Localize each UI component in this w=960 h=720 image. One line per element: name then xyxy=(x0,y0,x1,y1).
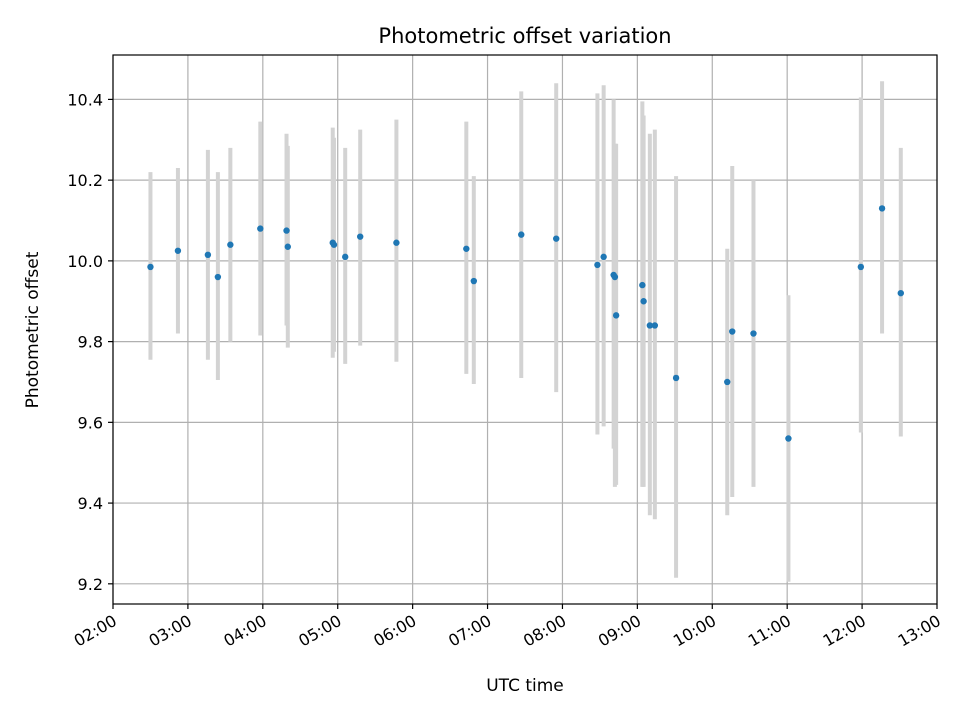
data-point xyxy=(612,312,620,319)
data-point xyxy=(518,231,525,238)
data-point xyxy=(750,330,757,337)
y-tick-label: 9.6 xyxy=(78,413,103,432)
data-point xyxy=(330,241,338,248)
x-tick-label: 06:00 xyxy=(370,611,419,651)
data-point xyxy=(724,378,731,386)
x-axis-label: UTC time xyxy=(486,676,564,696)
x-tick-label: 07:00 xyxy=(445,611,494,651)
x-axis: 02:00 03:00 04:00 05:00 06:00 07:00 08:00 09:00… xyxy=(71,604,944,651)
x-tick-label: 03:00 xyxy=(145,611,194,651)
data-point xyxy=(640,298,647,305)
data-point xyxy=(257,225,264,232)
x-tick-label: 04:00 xyxy=(220,611,269,651)
data-point xyxy=(594,261,601,269)
data-point xyxy=(214,273,222,281)
y-tick-label: 10.4 xyxy=(67,90,103,109)
y-axis: 9.2 9.4 9.6 9.8 10.0 10.2 10.4 xyxy=(67,90,113,594)
y-tick-label: 9.2 xyxy=(78,575,103,594)
data-point xyxy=(729,328,736,335)
data-point xyxy=(651,322,659,329)
data-point xyxy=(611,273,619,281)
data-point xyxy=(393,239,400,246)
data-point xyxy=(857,263,865,271)
x-tick-label: 08:00 xyxy=(520,611,569,651)
data-point xyxy=(878,205,886,212)
chart-title: Photometric offset variation xyxy=(378,24,671,48)
data-point xyxy=(646,322,654,329)
x-tick-label: 12:00 xyxy=(820,611,869,651)
y-tick-label: 10.2 xyxy=(67,171,103,190)
data-point xyxy=(204,251,212,259)
data-point xyxy=(284,243,291,250)
data-point xyxy=(600,253,607,261)
data-point xyxy=(785,435,792,442)
data-point xyxy=(897,289,904,297)
y-tick-label: 9.4 xyxy=(78,494,103,513)
data-point xyxy=(174,247,182,254)
x-tick-label: 10:00 xyxy=(670,611,719,651)
data-point xyxy=(283,227,290,234)
data-point xyxy=(639,281,646,289)
grid-lines xyxy=(112,55,938,604)
x-tick-label: 09:00 xyxy=(595,611,644,651)
x-tick-label: 11:00 xyxy=(745,611,794,651)
x-tick-label: 05:00 xyxy=(295,611,344,651)
data-point xyxy=(553,235,560,242)
data-point xyxy=(463,245,470,252)
x-tick-label: 02:00 xyxy=(71,611,120,651)
data-point xyxy=(672,374,680,382)
y-tick-label: 10.0 xyxy=(67,252,103,271)
data-points xyxy=(147,205,904,442)
plot-frame xyxy=(112,54,938,605)
data-point xyxy=(227,241,234,248)
data-point xyxy=(470,277,478,285)
data-point xyxy=(342,253,349,261)
data-point xyxy=(147,263,154,271)
x-tick-label: 13:00 xyxy=(895,611,944,651)
y-axis-label: Photometric offset xyxy=(23,251,43,408)
y-tick-label: 9.8 xyxy=(78,333,103,352)
data-point xyxy=(357,233,364,240)
